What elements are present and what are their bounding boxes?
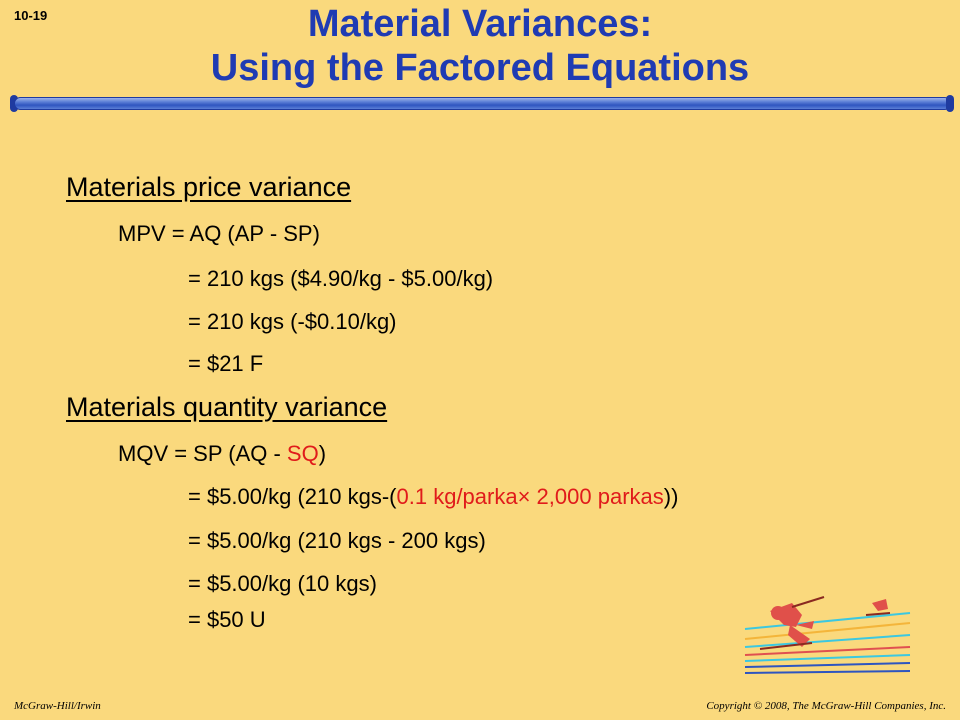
footer-publisher: McGraw-Hill/Irwin <box>14 700 101 712</box>
quantity-variance-heading: Materials quantity variance <box>66 392 388 422</box>
mqv-formula-prefix: MQV = SP (AQ - <box>118 441 287 466</box>
price-variance-heading: Materials price variance <box>66 172 352 202</box>
mpv-step-1: = 210 kgs ($4.90/kg - $5.00/kg) <box>188 266 494 291</box>
mqv-formula-sq: SQ <box>286 441 319 466</box>
mqv-formula-suffix: ) <box>318 441 327 466</box>
mqv-step-1-standard-quantity: 0.1 kg/parka× 2,000 parkas <box>396 484 664 509</box>
mqv-step-1-prefix: = $5.00/kg (210 kgs-( <box>188 484 397 509</box>
footer-copyright: Copyright © 2008, The McGraw-Hill Compan… <box>706 700 946 712</box>
mqv-step-2: = $5.00/kg (210 kgs - 200 kgs) <box>188 528 486 553</box>
rule-right-cap <box>946 95 954 112</box>
mqv-formula: MQV = SP (AQ - SQ) <box>118 441 326 467</box>
mpv-formula: MPV = AQ (AP - SP) <box>118 221 320 246</box>
mpv-result: = $21 F <box>188 351 264 376</box>
title-line-2: Using the Factored Equations <box>210 47 750 89</box>
mqv-step-1-suffix: )) <box>663 484 679 509</box>
mqv-step-1: = $5.00/kg (210 kgs-(0.1 kg/parka× 2,000… <box>188 484 678 510</box>
title-line-1: Material Variances: <box>307 3 653 45</box>
slide-number: 10-19 <box>14 8 48 23</box>
mqv-result: = $50 U <box>188 607 266 632</box>
skier-clipart <box>744 596 911 674</box>
mpv-step-2: = 210 kgs (-$0.10/kg) <box>188 309 397 334</box>
title-divider <box>14 97 951 110</box>
mqv-step-3: = $5.00/kg (10 kgs) <box>188 571 377 596</box>
